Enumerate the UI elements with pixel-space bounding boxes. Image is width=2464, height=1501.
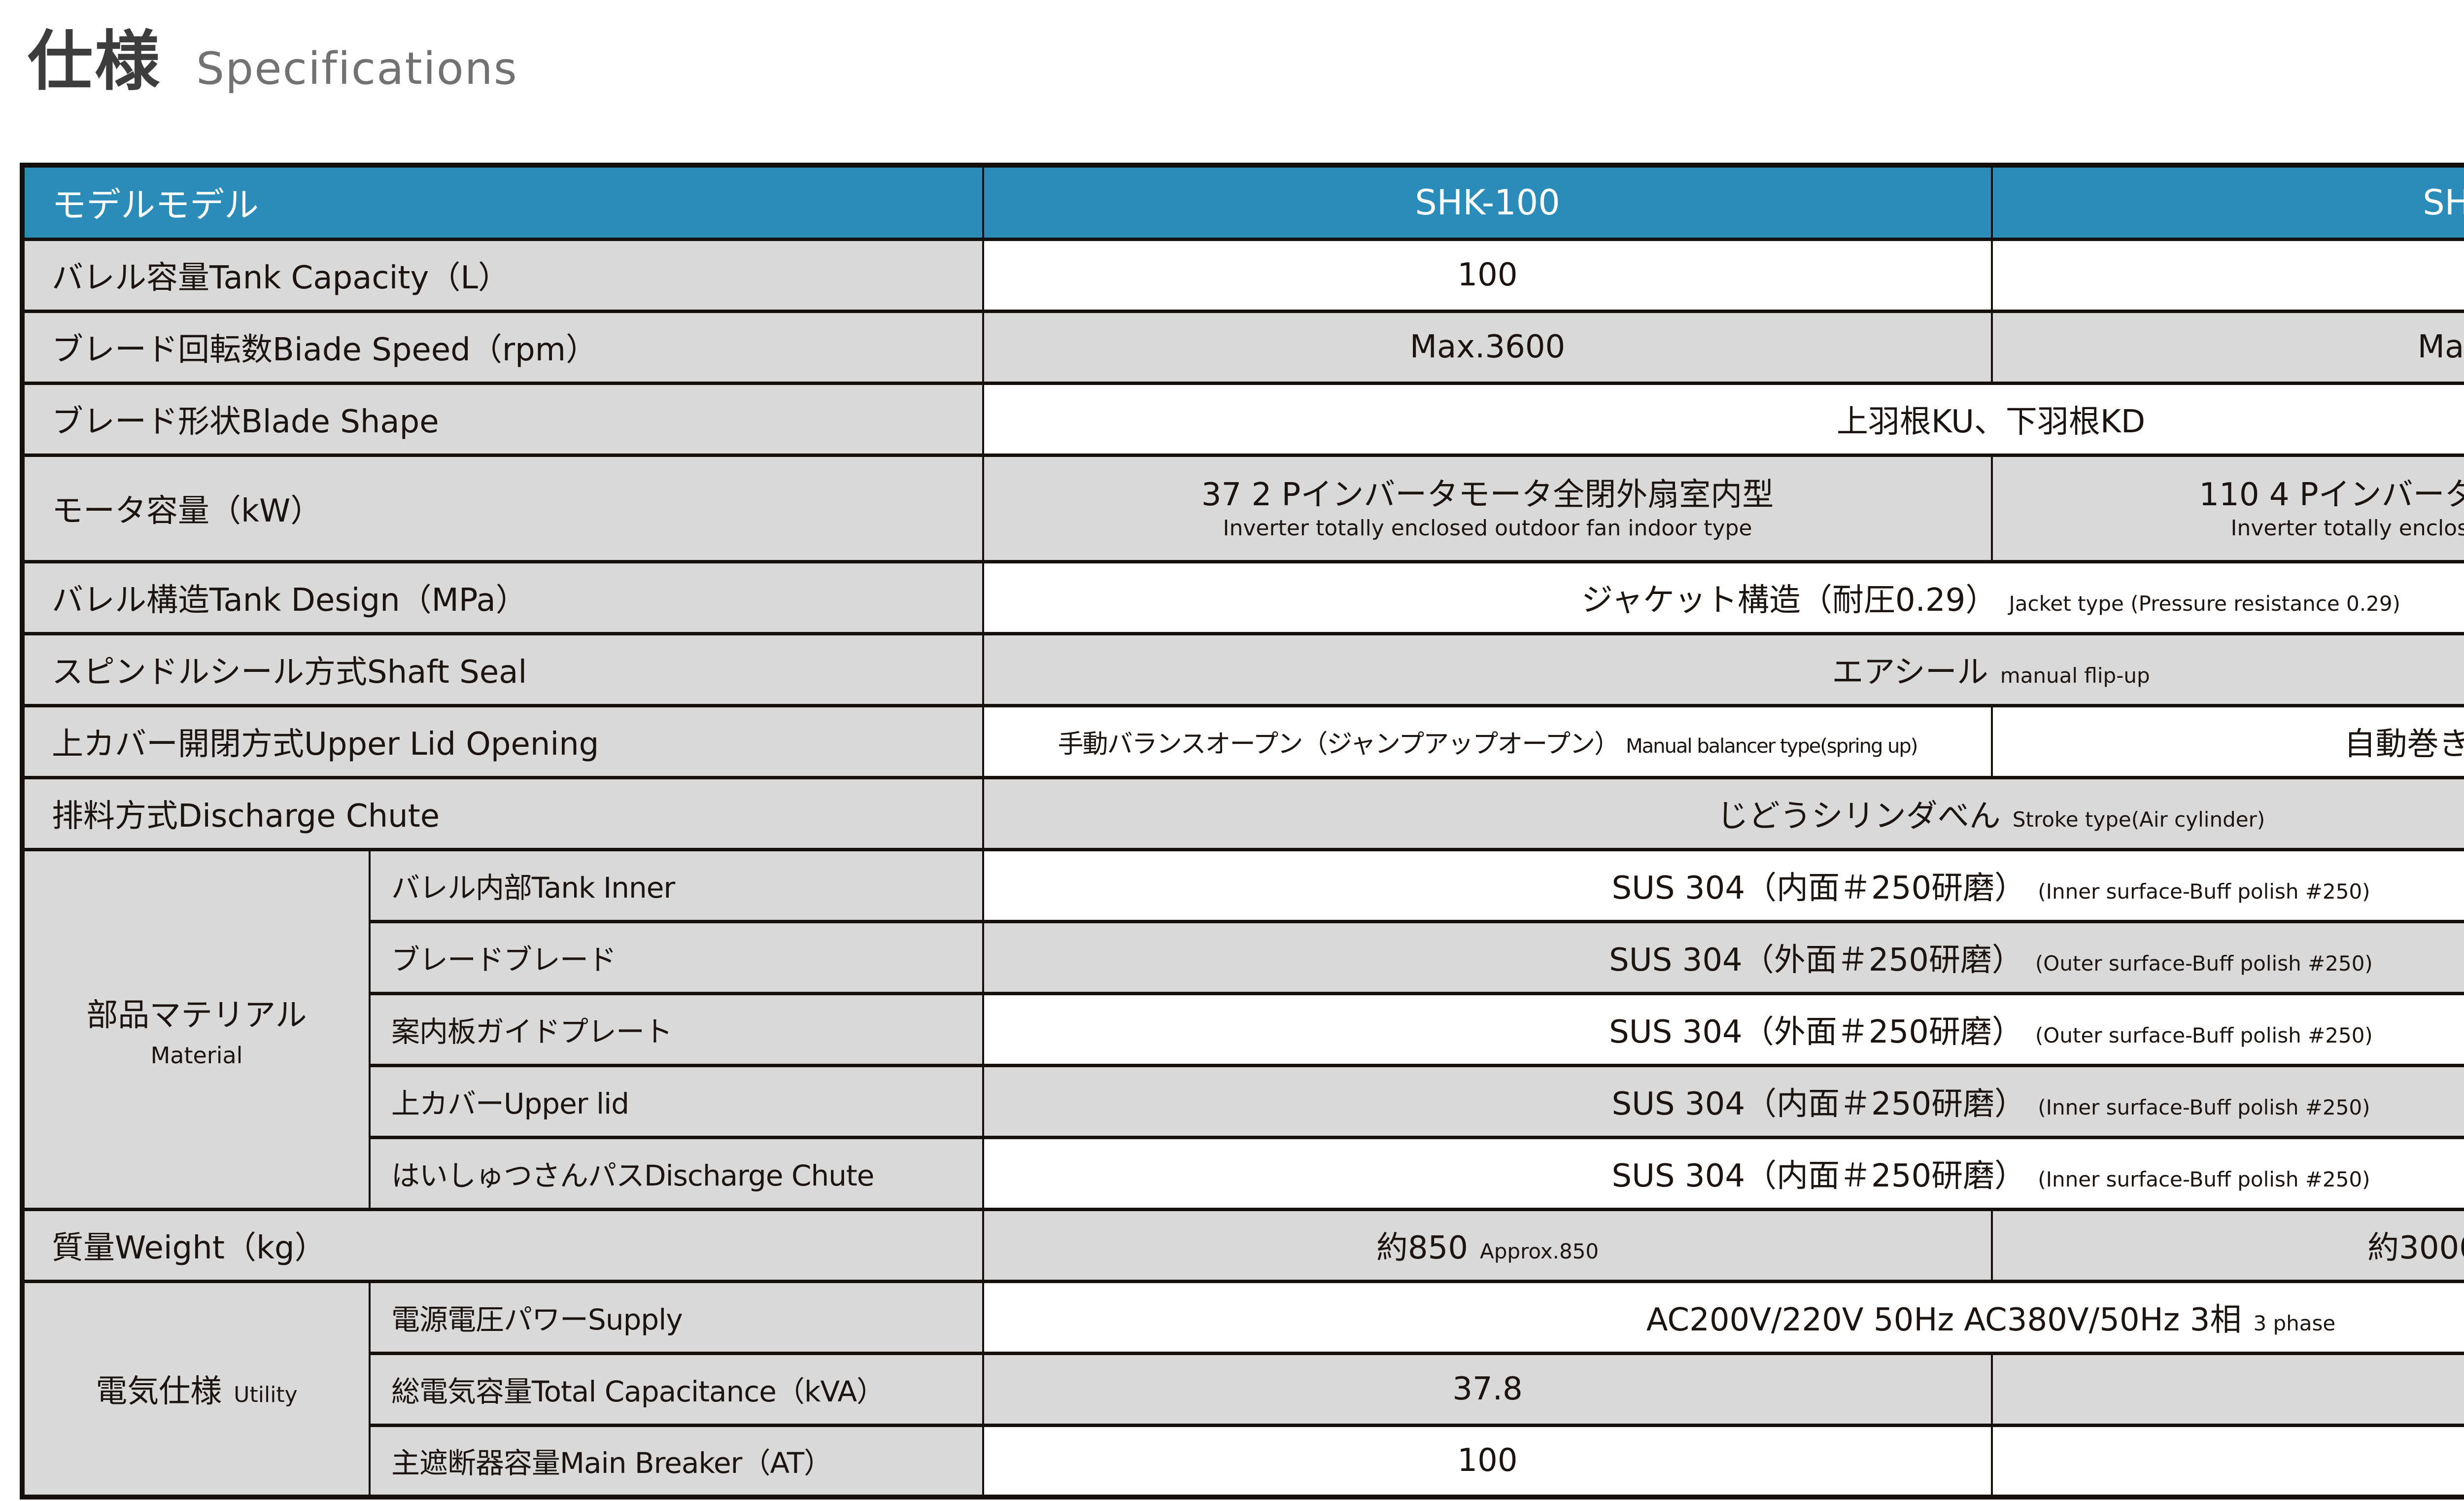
header-model-shk100: SHK-100 bbox=[982, 163, 1993, 241]
tank-capacity-shk300: 300 bbox=[1991, 237, 2464, 313]
utility-group-label: 電気仕様 Utility bbox=[21, 1279, 371, 1499]
main-breaker-shk100: 100 bbox=[982, 1423, 1993, 1499]
material-discharge-chute-label: はいしゅつさんパスDischarge Chute bbox=[369, 1135, 984, 1211]
row-main-breaker: 主遮断器容量Main Breaker（AT） 100 250 bbox=[22, 1423, 2464, 1499]
row-tank-design: バレル構造Tank Design（MPa） ジャケット構造（耐圧0.29） Jac… bbox=[21, 559, 2464, 635]
row-power-supply: 電気仕様 Utility 電源電圧パワーSupply AC200V/220V 50… bbox=[21, 1279, 2464, 1499]
material-group-label: 部品マテリアル Material bbox=[21, 847, 371, 1211]
discharge-chute-label: 排料方式Discharge Chute bbox=[21, 775, 984, 851]
upper-lid-opening-label: 上カバー開閉方式Upper Lid Opening bbox=[21, 703, 984, 779]
material-discharge-chute-value: SUS 304（内面＃250研磨） (Inner surface-Buff pol… bbox=[982, 1135, 2464, 1211]
specifications-table: モデルモデル SHK-100 SHK-300 バレル容量Tank Capacit… bbox=[20, 163, 2464, 1500]
motor-capacity-label: モータ容量（kW） bbox=[21, 453, 984, 563]
row-tank-capacity: バレル容量Tank Capacity（L） 100 300 bbox=[21, 237, 2464, 313]
material-guide-plate-label: 案内板ガイドプレート bbox=[369, 991, 984, 1067]
header-model-shk300: SHK-300 bbox=[1991, 163, 2464, 241]
page-title-english: Specifications bbox=[196, 43, 518, 95]
material-blade-value: SUS 304（外面＃250研磨） (Outer surface-Buff pol… bbox=[982, 919, 2464, 995]
row-material-tank-inner: 部品マテリアル Material バレル内部Tank Inner SUS 304… bbox=[21, 847, 2464, 1211]
weight-label: 質量Weight（kg） bbox=[21, 1207, 984, 1283]
row-upper-lid-opening: 上カバー開閉方式Upper Lid Opening 手動バランスオープン（ジャン… bbox=[21, 703, 2464, 779]
shaft-seal-label: スピンドルシール方式Shaft Seal bbox=[21, 631, 984, 707]
material-upper-lid-value: SUS 304（内面＃250研磨） (Inner surface-Buff pol… bbox=[982, 1063, 2464, 1139]
total-capacitance-shk300: 111 bbox=[1991, 1351, 2464, 1427]
row-motor-capacity: モータ容量（kW） 37 2 Pインバータモータ全閉外扇室内型 Inverter… bbox=[21, 453, 2464, 563]
main-breaker-label: 主遮断器容量Main Breaker（AT） bbox=[369, 1423, 984, 1499]
blade-shape-label: ブレード形状Blade Shape bbox=[21, 381, 984, 457]
motor-capacity-shk300: 110 4 Pインバータモータ全閉外扇室内型 Inverter totally … bbox=[1991, 453, 2464, 563]
total-capacitance-label: 総電気容量Total Capacitance（kVA） bbox=[369, 1351, 984, 1427]
row-material-discharge-chute: はいしゅつさんパスDischarge Chute SUS 304（内面＃250研… bbox=[22, 1135, 2464, 1211]
table-header-row: モデルモデル SHK-100 SHK-300 bbox=[21, 163, 2464, 241]
row-blade-speed: ブレード回転数Biade Speed（rpm） Max.3600 Max.240… bbox=[21, 309, 2464, 385]
weight-shk100: 約850 Approx.850 bbox=[982, 1207, 1993, 1283]
main-breaker-shk300: 250 bbox=[1991, 1423, 2464, 1499]
tank-capacity-shk100: 100 bbox=[982, 237, 1993, 313]
upper-lid-opening-shk300: 自動巻き上げFlip-up lid bbox=[1991, 703, 2464, 779]
row-material-upper-lid: 上カバーUpper lid SUS 304（内面＃250研磨） (Inner su… bbox=[22, 1063, 2464, 1139]
page-title: 仕様 Specifications bbox=[28, 9, 518, 103]
power-supply-label: 電源電圧パワーSupply bbox=[369, 1279, 984, 1355]
motor-capacity-shk100: 37 2 Pインバータモータ全閉外扇室内型 Inverter totally e… bbox=[982, 453, 1993, 563]
material-tank-inner-label: バレル内部Tank Inner bbox=[369, 847, 984, 923]
blade-speed-shk100: Max.3600 bbox=[982, 309, 1993, 385]
blade-speed-shk300: Max.2400 bbox=[1991, 309, 2464, 385]
material-guide-plate-value: SUS 304（外面＃250研磨） (Outer surface-Buff pol… bbox=[982, 991, 2464, 1067]
tank-design-value: ジャケット構造（耐圧0.29） Jacket type (Pressure res… bbox=[982, 559, 2464, 635]
row-blade-shape: ブレード形状Blade Shape 上羽根KU、下羽根KD bbox=[21, 381, 2464, 457]
shaft-seal-value: エアシール manual flip-up bbox=[982, 631, 2464, 707]
material-upper-lid-label: 上カバーUpper lid bbox=[369, 1063, 984, 1139]
power-supply-value: AC200V/220V 50Hz AC380V/50Hz 3相 3 phase bbox=[982, 1279, 2464, 1355]
material-blade-label: ブレードブレード bbox=[369, 919, 984, 995]
row-material-guide-plate: 案内板ガイドプレート SUS 304（外面＃250研磨） (Outer surfa… bbox=[22, 991, 2464, 1067]
tank-design-label: バレル構造Tank Design（MPa） bbox=[21, 559, 984, 635]
blade-speed-label: ブレード回転数Biade Speed（rpm） bbox=[21, 309, 984, 385]
discharge-chute-value: じどうシリンダべん Stroke type(Air cylinder) bbox=[982, 775, 2464, 851]
row-material-blade: ブレードブレード SUS 304（外面＃250研磨） (Outer surface… bbox=[22, 919, 2464, 995]
row-discharge-chute: 排料方式Discharge Chute じどうシリンダべん Stroke type… bbox=[21, 775, 2464, 851]
upper-lid-opening-shk100: 手動バランスオープン（ジャンプアップオープン） Manual balancer t… bbox=[982, 703, 1993, 779]
row-total-capacitance: 総電気容量Total Capacitance（kVA） 37.8 111 bbox=[22, 1351, 2464, 1427]
weight-shk300: 約3000Approx.3000 bbox=[1991, 1207, 2464, 1283]
blade-shape-value: 上羽根KU、下羽根KD bbox=[982, 381, 2464, 457]
material-tank-inner-value: SUS 304（内面＃250研磨） (Inner surface-Buff pol… bbox=[982, 847, 2464, 923]
total-capacitance-shk100: 37.8 bbox=[982, 1351, 1993, 1427]
header-model-label: モデルモデル bbox=[21, 163, 984, 241]
row-shaft-seal: スピンドルシール方式Shaft Seal エアシール manual flip-up bbox=[21, 631, 2464, 707]
tank-capacity-label: バレル容量Tank Capacity（L） bbox=[21, 237, 984, 313]
page-title-japanese: 仕様 bbox=[28, 24, 162, 100]
